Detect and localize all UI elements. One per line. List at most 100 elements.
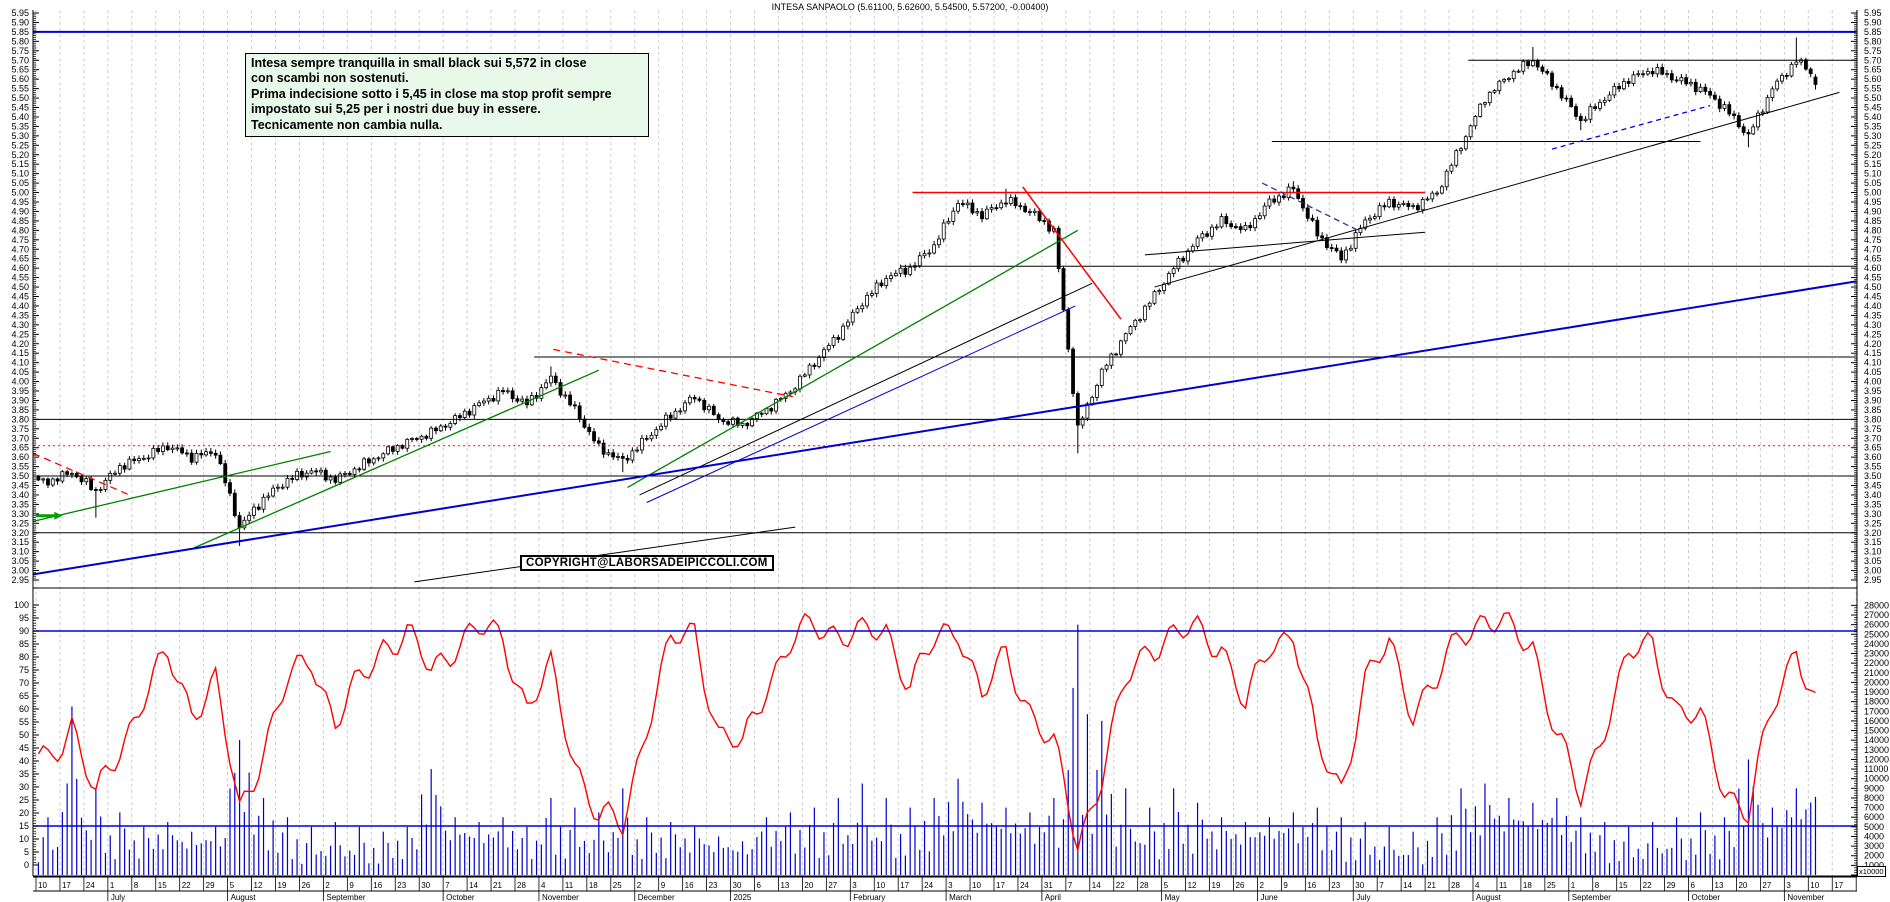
svg-text:11: 11 [1499,881,1508,890]
month-axis: July August September October November Decemb… [107,891,1825,902]
svg-text:October: October [1692,893,1721,902]
svg-text:4.35: 4.35 [1864,310,1882,320]
svg-text:4.20: 4.20 [1864,339,1882,349]
trendline-green-support-c [627,229,1079,488]
horizontal-levels [33,30,1857,534]
svg-text:4.45: 4.45 [1864,292,1882,302]
svg-text:8: 8 [1595,881,1600,890]
svg-text:19: 19 [278,881,287,890]
svg-text:3.40: 3.40 [11,490,29,500]
svg-text:5: 5 [230,881,235,890]
svg-text:5.45: 5.45 [11,103,29,113]
svg-text:13: 13 [1715,881,1724,890]
svg-text:3.70: 3.70 [1864,433,1882,443]
svg-text:3.30: 3.30 [1864,509,1882,519]
svg-text:5.05: 5.05 [11,178,29,188]
svg-text:23: 23 [397,881,406,890]
annotation-line: Intesa sempre tranquilla in small black … [251,56,587,70]
svg-text:5000: 5000 [1864,822,1884,832]
svg-text:3: 3 [948,881,953,890]
svg-text:4.75: 4.75 [1864,235,1882,245]
annotation-line: Prima indecisione sotto i 5,45 in close … [251,86,612,101]
svg-text:17: 17 [1834,881,1843,890]
svg-text:4.10: 4.10 [11,358,29,368]
svg-text:February: February [853,893,885,902]
svg-text:4.65: 4.65 [1864,254,1882,264]
svg-text:3.35: 3.35 [11,499,29,509]
svg-text:3.00: 3.00 [11,566,29,576]
svg-text:August: August [1476,893,1502,902]
svg-text:3.70: 3.70 [11,433,29,443]
svg-text:13000: 13000 [1864,745,1889,755]
svg-text:6: 6 [757,881,762,890]
svg-text:3.15: 3.15 [1864,537,1882,547]
svg-text:5.40: 5.40 [11,112,29,122]
svg-text:7: 7 [1379,881,1384,890]
svg-text:1000: 1000 [1864,860,1884,870]
svg-text:4.50: 4.50 [11,282,29,292]
svg-text:5.80: 5.80 [11,36,29,46]
svg-text:14: 14 [1403,881,1412,890]
svg-text:90: 90 [19,626,29,636]
svg-text:April: April [1045,893,1061,902]
svg-text:26: 26 [1236,881,1245,890]
svg-text:5.80: 5.80 [1864,36,1882,46]
svg-text:3.50: 3.50 [1864,471,1882,481]
svg-text:4.90: 4.90 [1864,206,1882,216]
svg-text:4.70: 4.70 [1864,244,1882,254]
svg-text:2.95: 2.95 [1864,575,1882,585]
svg-text:5.65: 5.65 [11,65,29,75]
svg-text:March: March [949,893,971,902]
svg-text:2.95: 2.95 [11,575,29,585]
svg-text:4.65: 4.65 [11,254,29,264]
svg-text:3.65: 3.65 [11,443,29,453]
trendline-red-dashed-mid [553,348,793,398]
svg-text:August: August [231,893,257,902]
svg-text:4.35: 4.35 [11,310,29,320]
svg-text:4.30: 4.30 [1864,320,1882,330]
svg-text:4.40: 4.40 [1864,301,1882,311]
svg-text:21: 21 [493,881,502,890]
trendlines [32,91,1857,583]
svg-text:4000: 4000 [1864,831,1884,841]
svg-text:5: 5 [1164,881,1169,890]
svg-text:4.15: 4.15 [11,348,29,358]
svg-text:5.15: 5.15 [11,159,29,169]
svg-text:4.75: 4.75 [11,235,29,245]
svg-text:4.10: 4.10 [1864,358,1882,368]
svg-text:5.00: 5.00 [1864,188,1882,198]
svg-text:5.10: 5.10 [1864,169,1882,179]
svg-text:26000: 26000 [1864,620,1889,630]
svg-text:5.25: 5.25 [11,140,29,150]
svg-text:3.95: 3.95 [1864,386,1882,396]
svg-text:3000: 3000 [1864,841,1884,851]
annotation-line: Tecnicamente non cambia nulla. [251,117,443,132]
svg-text:31: 31 [1044,881,1053,890]
trendline-black-fan-nov-low [639,282,1093,496]
svg-text:4.55: 4.55 [11,273,29,283]
svg-text:25: 25 [19,795,29,805]
svg-text:27: 27 [1762,881,1771,890]
svg-text:9: 9 [661,881,666,890]
svg-text:3: 3 [1786,881,1791,890]
svg-text:5.90: 5.90 [11,17,29,27]
svg-text:5.40: 5.40 [1864,112,1882,122]
trendline-blue-fan-nov-low [646,305,1076,503]
svg-text:16: 16 [685,881,694,890]
svg-text:5: 5 [24,847,29,857]
svg-text:4: 4 [541,881,546,890]
svg-text:4.45: 4.45 [11,292,29,302]
svg-text:23: 23 [1331,881,1340,890]
svg-text:17: 17 [900,881,909,890]
svg-text:3.55: 3.55 [1864,462,1882,472]
svg-text:0: 0 [24,860,29,870]
oscillator-axis: 0 5 10 15 20 25 30 35 40 45 50 55 60 65 70 75 80 85 90 95 10… [14,600,39,870]
svg-text:1: 1 [110,881,115,890]
svg-text:2000: 2000 [1864,851,1884,861]
date-axis: 10 17 24 1 8 15 22 29 5 12 19 26 2 9 16 23 30 7 14 21 28 4 11 1… [35,877,1857,891]
svg-text:26: 26 [301,881,310,890]
svg-text:11000: 11000 [1864,764,1888,774]
svg-text:16: 16 [1307,881,1316,890]
trendline-blue-longterm [32,280,1857,576]
